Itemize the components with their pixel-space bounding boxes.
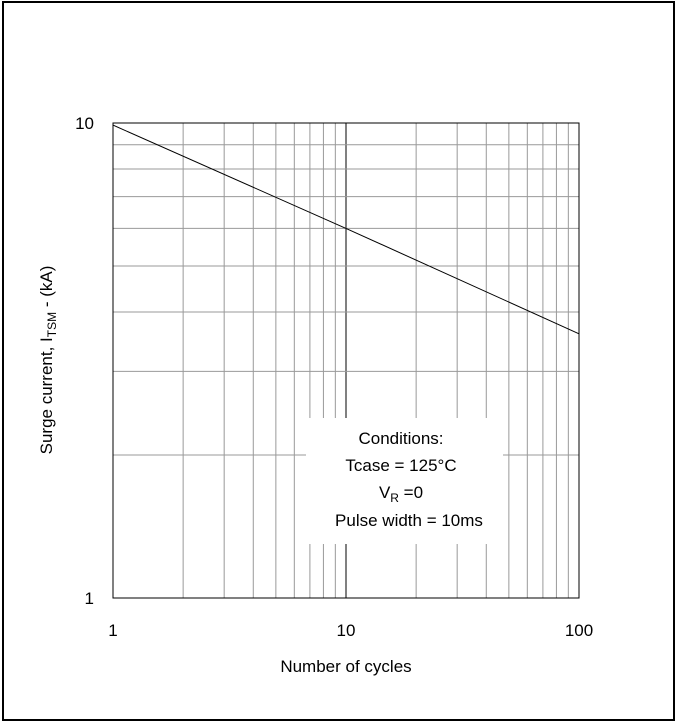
conditions-title: Conditions:: [358, 429, 443, 448]
conditions-annotation: Conditions: Tcase = 125°C VR =0 Pulse wi…: [335, 429, 483, 530]
conditions-tcase: Tcase = 125°C: [345, 456, 456, 475]
conditions-vr: VR =0: [379, 483, 423, 505]
x-tick-label: 1: [108, 621, 117, 640]
y-axis-label: Surge current, ITSM - (kA): [37, 266, 59, 455]
tick-labels: 1 10 100 1 10: [75, 114, 593, 640]
y-tick-label: 10: [75, 114, 94, 133]
conditions-box: [306, 418, 503, 544]
y-tick-label: 1: [85, 589, 94, 608]
conditions-pulse-width: Pulse width = 10ms: [335, 511, 483, 530]
x-axis-label: Number of cycles: [280, 657, 411, 676]
series-line: [112, 124, 580, 335]
x-tick-label: 100: [565, 621, 593, 640]
x-tick-label: 10: [337, 621, 356, 640]
plot-area-border: [112, 122, 580, 599]
